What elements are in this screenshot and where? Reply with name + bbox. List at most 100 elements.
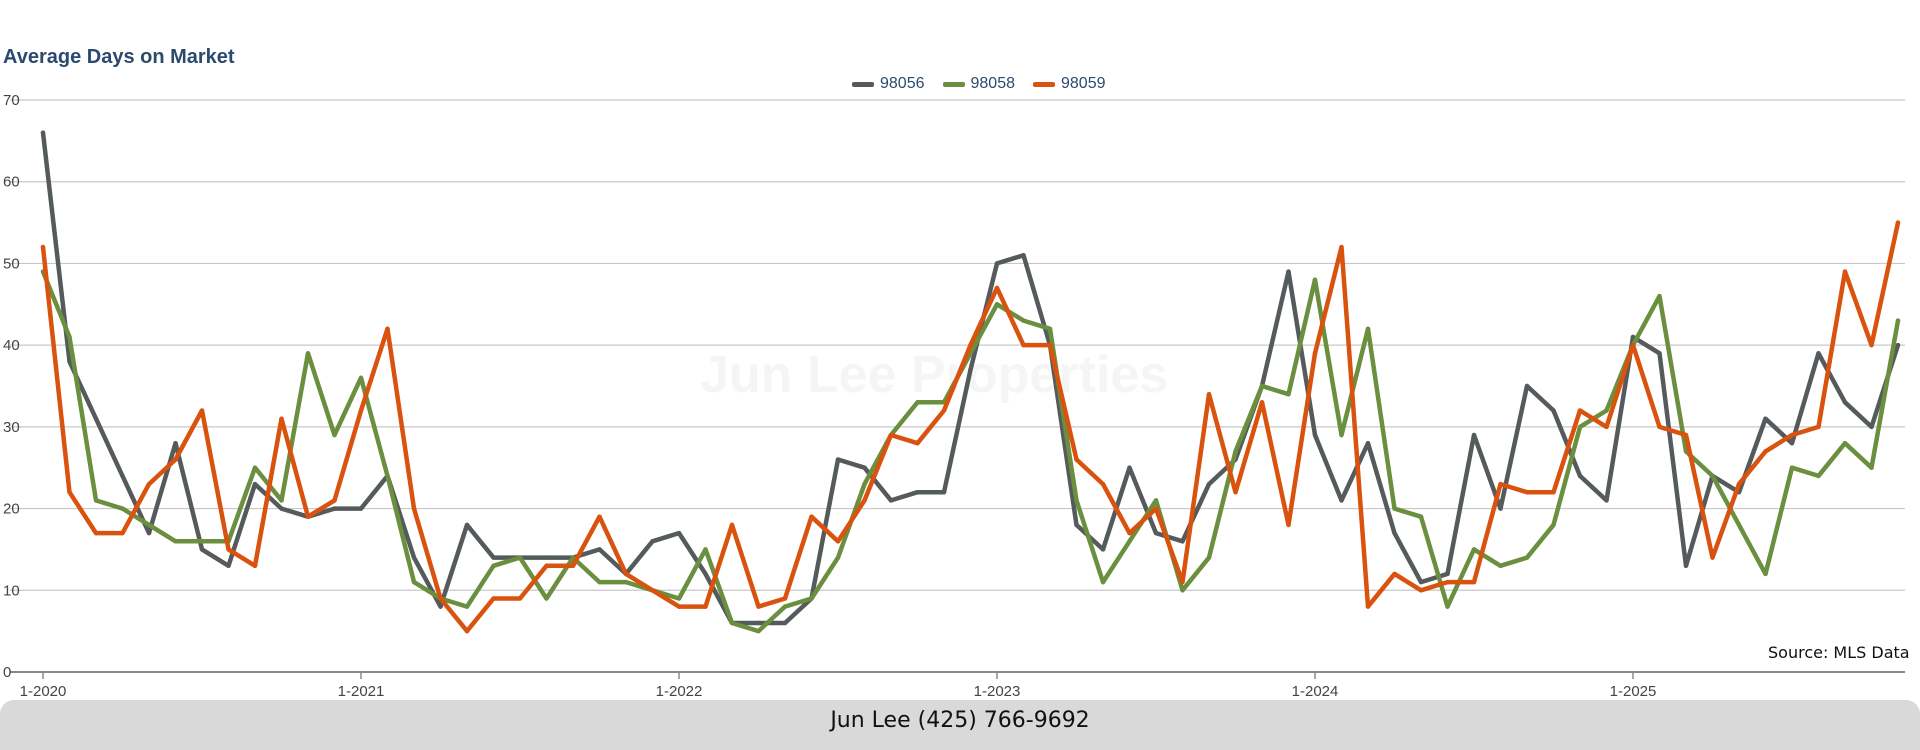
data-point-98058-31[interactable] xyxy=(862,481,867,487)
data-point-98058-6[interactable] xyxy=(199,539,205,544)
data-point-98059-40[interactable] xyxy=(1100,481,1106,487)
data-point-98058-52[interactable] xyxy=(1418,514,1424,519)
data-point-98059-16[interactable] xyxy=(464,628,470,634)
data-point-98056-0[interactable] xyxy=(40,130,46,135)
data-point-98058-17[interactable] xyxy=(491,563,496,568)
data-point-98056-41[interactable] xyxy=(1127,465,1132,470)
data-point-98059-4[interactable] xyxy=(146,481,152,487)
data-point-98059-29[interactable] xyxy=(809,514,814,519)
data-point-98056-30[interactable] xyxy=(835,457,841,462)
data-point-98058-59[interactable] xyxy=(1604,408,1609,413)
data-point-98059-6[interactable] xyxy=(199,408,205,413)
data-point-98059-60[interactable] xyxy=(1630,342,1636,348)
data-point-98059-46[interactable] xyxy=(1259,400,1265,405)
data-point-98059-32[interactable] xyxy=(888,432,894,438)
data-point-98056-53[interactable] xyxy=(1445,571,1450,577)
data-point-98056-40[interactable] xyxy=(1100,547,1106,552)
data-point-98059-67[interactable] xyxy=(1816,424,1821,430)
data-point-98058-9[interactable] xyxy=(279,498,284,503)
data-point-98058-33[interactable] xyxy=(915,400,920,405)
data-point-98058-16[interactable] xyxy=(464,604,470,609)
data-point-98059-54[interactable] xyxy=(1471,579,1477,585)
data-point-98056-34[interactable] xyxy=(941,490,947,495)
data-point-98058-66[interactable] xyxy=(1789,465,1795,470)
data-point-98056-37[interactable] xyxy=(1021,253,1026,258)
data-point-98059-68[interactable] xyxy=(1842,269,1848,274)
data-point-98058-37[interactable] xyxy=(1021,318,1026,323)
data-point-98056-58[interactable] xyxy=(1577,473,1583,479)
data-point-98058-27[interactable] xyxy=(756,628,761,634)
data-point-98059-23[interactable] xyxy=(650,588,655,593)
data-point-98056-35[interactable] xyxy=(968,367,973,372)
data-point-98056-2[interactable] xyxy=(93,416,99,421)
data-point-98058-22[interactable] xyxy=(623,579,629,585)
data-point-98056-19[interactable] xyxy=(544,555,549,560)
data-point-98056-6[interactable] xyxy=(199,547,205,552)
data-point-98056-54[interactable] xyxy=(1471,432,1477,438)
data-point-98058-68[interactable] xyxy=(1842,441,1848,446)
data-point-98059-21[interactable] xyxy=(597,514,602,519)
data-point-98059-5[interactable] xyxy=(173,457,178,462)
data-point-98056-56[interactable] xyxy=(1524,383,1530,389)
data-point-98056-17[interactable] xyxy=(491,555,496,560)
data-point-98059-49[interactable] xyxy=(1339,244,1344,250)
series-line-98058[interactable] xyxy=(40,269,1901,634)
data-point-98058-69[interactable] xyxy=(1869,465,1874,470)
data-point-98056-24[interactable] xyxy=(676,530,682,536)
data-point-98056-51[interactable] xyxy=(1392,530,1397,536)
data-point-98056-67[interactable] xyxy=(1816,351,1821,356)
data-point-98056-68[interactable] xyxy=(1842,400,1848,405)
data-point-98059-66[interactable] xyxy=(1789,432,1795,438)
data-point-98059-69[interactable] xyxy=(1869,342,1874,348)
data-point-98056-48[interactable] xyxy=(1312,432,1318,438)
data-point-98058-44[interactable] xyxy=(1206,555,1212,560)
data-point-98059-53[interactable] xyxy=(1445,579,1450,585)
data-point-98058-28[interactable] xyxy=(782,604,788,609)
data-point-98059-59[interactable] xyxy=(1604,424,1609,430)
data-point-98059-2[interactable] xyxy=(93,530,99,536)
data-point-98058-5[interactable] xyxy=(173,539,178,544)
data-point-98059-22[interactable] xyxy=(623,571,629,577)
data-point-98059-36[interactable] xyxy=(994,285,1000,291)
data-point-98058-48[interactable] xyxy=(1312,277,1318,282)
data-point-98059-57[interactable] xyxy=(1551,490,1556,495)
data-point-98059-31[interactable] xyxy=(862,498,867,503)
data-point-98056-49[interactable] xyxy=(1339,498,1344,503)
data-point-98056-33[interactable] xyxy=(915,490,920,495)
data-point-98059-38[interactable] xyxy=(1047,342,1053,348)
data-point-98058-20[interactable] xyxy=(570,555,576,560)
data-point-98059-64[interactable] xyxy=(1736,481,1742,487)
data-point-98058-45[interactable] xyxy=(1233,449,1238,454)
data-point-98058-38[interactable] xyxy=(1047,326,1053,331)
data-point-98058-26[interactable] xyxy=(729,620,735,626)
data-point-98058-4[interactable] xyxy=(146,522,152,528)
data-point-98058-14[interactable] xyxy=(411,579,417,585)
data-point-98059-7[interactable] xyxy=(226,547,231,552)
data-point-98056-62[interactable] xyxy=(1683,563,1689,568)
data-point-98059-30[interactable] xyxy=(835,539,841,544)
data-point-98058-2[interactable] xyxy=(93,498,99,503)
data-point-98059-12[interactable] xyxy=(358,408,364,413)
data-point-98056-57[interactable] xyxy=(1551,408,1556,413)
data-point-98058-21[interactable] xyxy=(597,579,602,585)
data-point-98058-55[interactable] xyxy=(1498,563,1503,568)
data-point-98056-31[interactable] xyxy=(862,465,867,470)
data-point-98056-27[interactable] xyxy=(756,620,761,626)
data-point-98058-65[interactable] xyxy=(1763,571,1768,577)
data-point-98059-39[interactable] xyxy=(1074,457,1079,462)
data-point-98059-1[interactable] xyxy=(67,490,72,495)
legend-item-98058[interactable]: 98058 xyxy=(942,75,1015,93)
data-point-98058-10[interactable] xyxy=(305,351,311,356)
data-point-98059-70[interactable] xyxy=(1895,220,1901,225)
data-point-98059-50[interactable] xyxy=(1365,604,1371,609)
data-point-98059-34[interactable] xyxy=(941,408,947,413)
data-point-98056-65[interactable] xyxy=(1763,416,1768,421)
data-point-98058-51[interactable] xyxy=(1392,506,1397,511)
data-point-98056-3[interactable] xyxy=(120,473,125,479)
data-point-98059-61[interactable] xyxy=(1657,424,1662,430)
data-point-98058-1[interactable] xyxy=(67,334,72,340)
data-point-98058-8[interactable] xyxy=(252,465,258,470)
data-point-98058-63[interactable] xyxy=(1710,473,1715,479)
data-point-98059-44[interactable] xyxy=(1206,391,1212,397)
data-point-98059-37[interactable] xyxy=(1021,342,1026,348)
